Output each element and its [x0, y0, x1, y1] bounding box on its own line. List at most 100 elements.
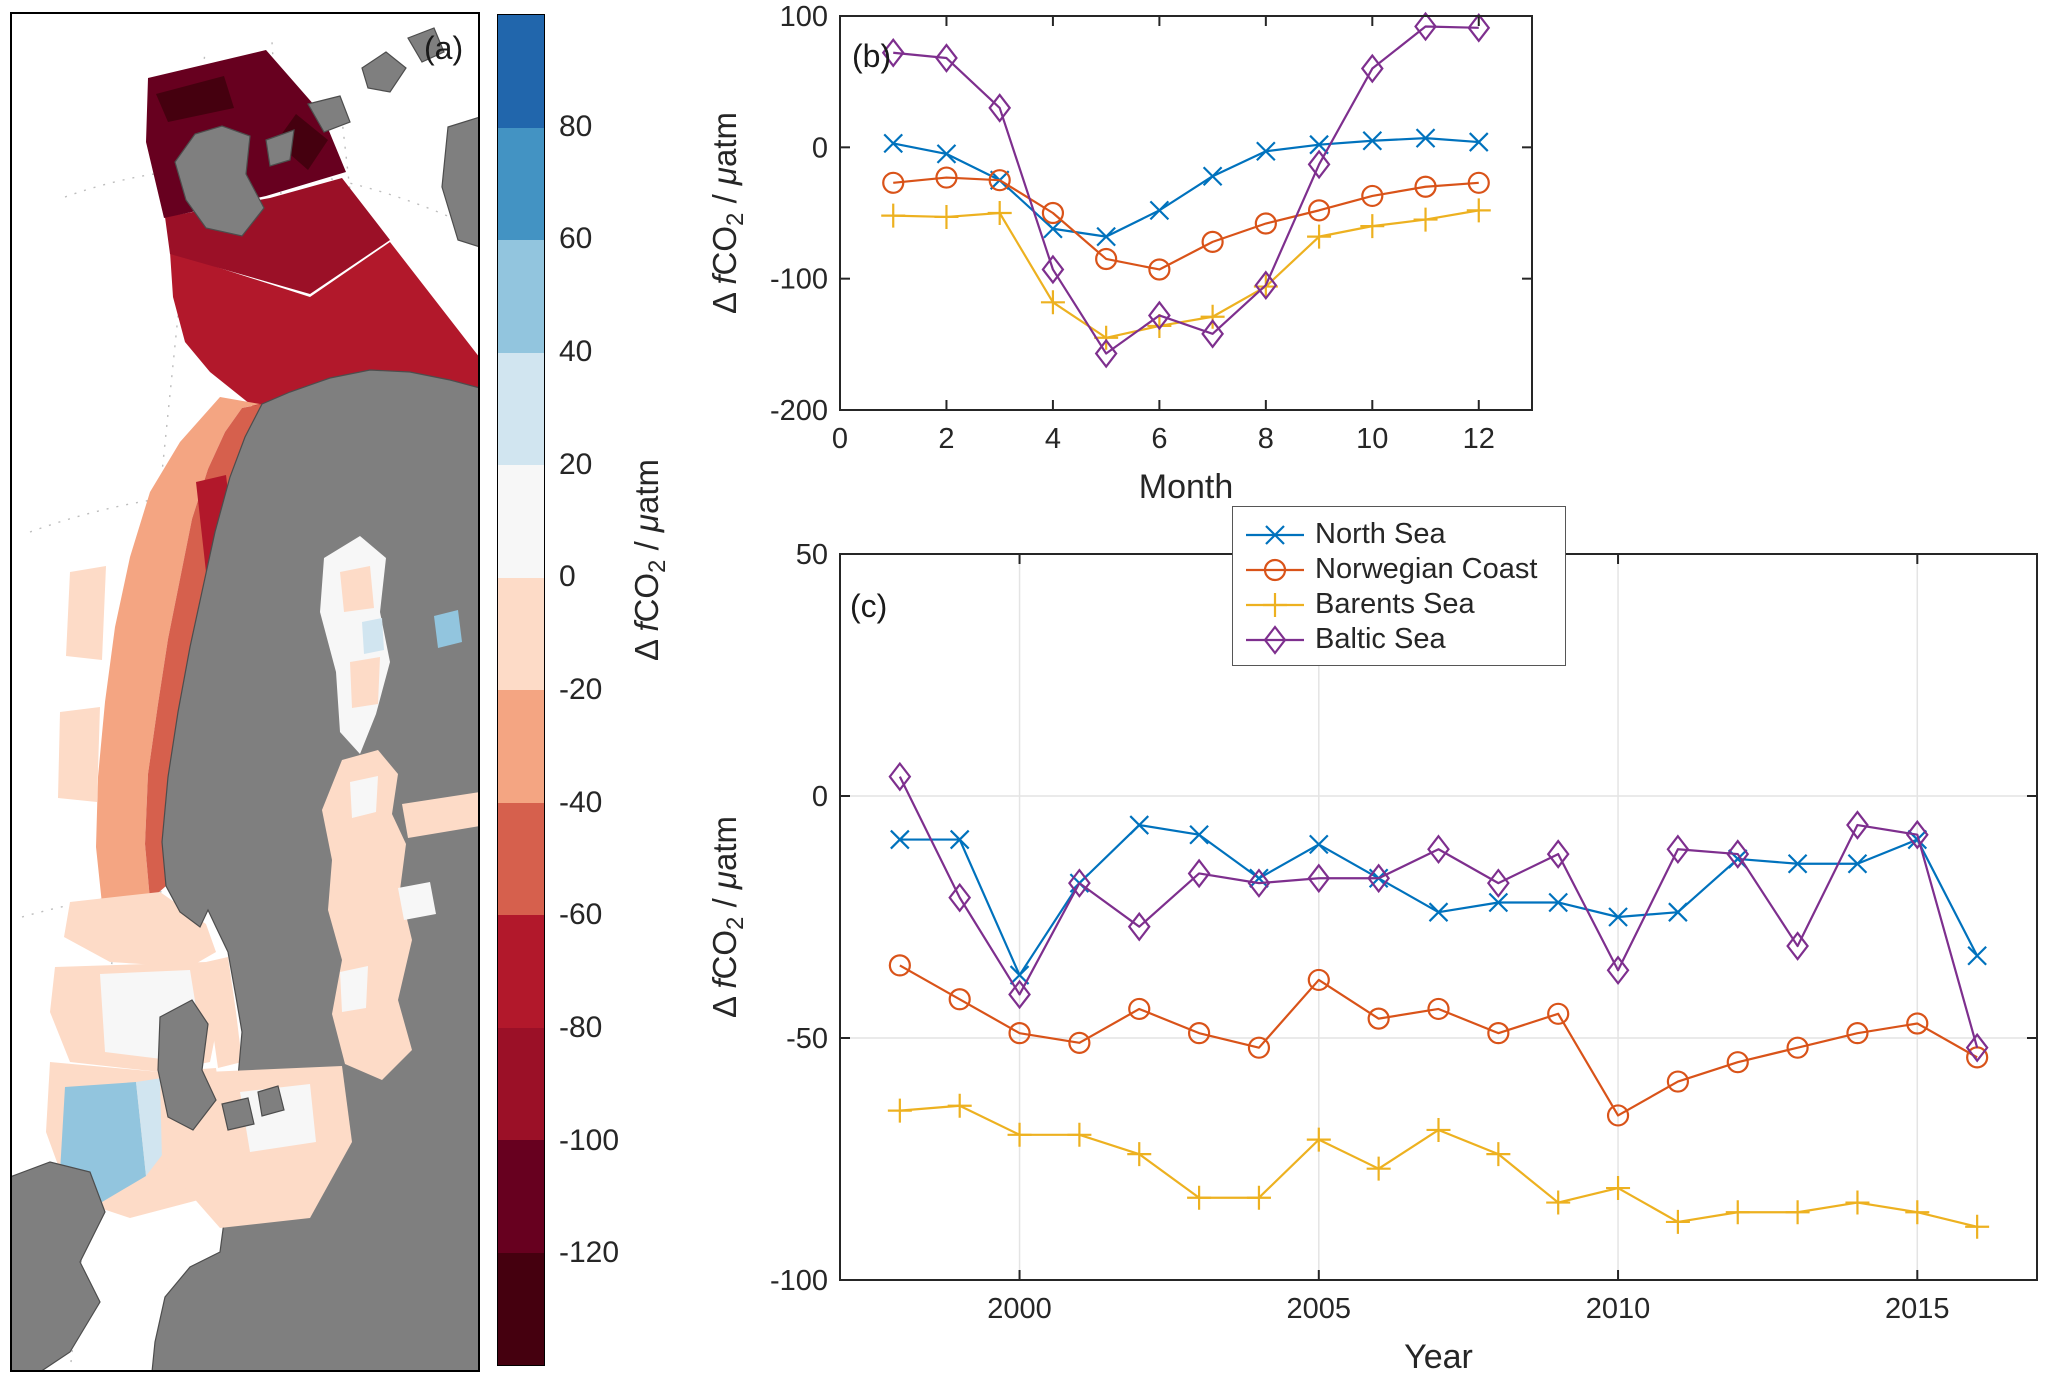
diamond-marker-icon [1905, 819, 1929, 850]
colorbar-tick-label: -80 [559, 1011, 603, 1044]
colorbar-tick-label: 40 [559, 335, 593, 368]
x-marker-icon [1189, 824, 1209, 845]
circle-marker-icon [1367, 1007, 1390, 1030]
svalbard-data-darkest [156, 76, 234, 122]
colorbar-tick-label: 20 [559, 447, 593, 481]
circle-marker-icon [1008, 1022, 1031, 1045]
plus-marker-icon [1307, 224, 1332, 249]
plus-marker-icon [1040, 290, 1065, 315]
legend-label: Norwegian Coast [1315, 553, 1538, 585]
plus-marker-icon [934, 204, 959, 229]
plus-marker-icon [1007, 1122, 1032, 1147]
chart-b-y-axis-label: Δ fCO2 / μatm [706, 112, 750, 314]
circle-marker-icon [1068, 1031, 1091, 1054]
x-tick-label: 6 [1151, 423, 1167, 455]
bothnia-data-blue-cell [362, 618, 384, 654]
mu-symbol: μ [628, 513, 665, 533]
series-markers-barents-sea [881, 198, 1491, 350]
east-arctic-land [441, 116, 480, 248]
panel-b-label: (b) [852, 38, 892, 74]
diamond-marker-icon [1427, 834, 1450, 865]
scandinavia-land [151, 369, 480, 1372]
britain-land [10, 1161, 106, 1372]
x-marker-icon [1309, 134, 1329, 155]
y-tick-label: 0 [812, 132, 828, 164]
diamond-marker-icon [1307, 149, 1331, 180]
legend-box: North Sea Norwegian Coast Barents Sea Balti… [1232, 506, 1566, 666]
diamond-marker-icon [988, 93, 1012, 123]
circle-marker-icon [1254, 212, 1277, 235]
plus-marker-icon [1094, 325, 1119, 350]
diamond-marker-icon [1147, 300, 1171, 331]
y-tick-label: -100 [770, 264, 828, 296]
circle-marker-icon [1307, 199, 1331, 222]
circle-marker-icon [1846, 1022, 1869, 1045]
circle-marker-icon [935, 166, 958, 189]
legend-sample-x [1246, 524, 1304, 545]
map-panel-svg [10, 12, 480, 1372]
y-tick-label: 0 [812, 781, 828, 813]
norwegian-sea-data-light [96, 397, 260, 904]
series-markers-north-sea [890, 815, 1987, 985]
diamond-marker-icon [1546, 839, 1570, 869]
legend-item-baltic-sea: Baltic Sea [1243, 622, 1557, 657]
circle-marker-icon [1307, 968, 1330, 992]
series-line-north-sea [899, 823, 1979, 977]
circle-marker-icon [1095, 247, 1118, 271]
co-text: CO [628, 572, 665, 623]
plus-marker-icon [1845, 1190, 1870, 1215]
kattegat-data-pale [206, 957, 242, 1068]
diamond-marker-icon [1068, 868, 1091, 898]
lake-data-blue-cell [434, 610, 462, 648]
separator: / [706, 889, 743, 917]
fugacity-symbol: f [706, 275, 743, 285]
x-tick-label: 2 [938, 423, 954, 455]
x-marker-icon [1787, 853, 1808, 874]
x-axis-label: Month [1139, 468, 1234, 506]
x-tick-label: 4 [1045, 423, 1061, 455]
colorbar-tick-label: 60 [559, 222, 593, 256]
x-tick-label: 12 [1463, 423, 1495, 455]
colorbar-segment [498, 802, 544, 915]
circle-marker-icon [1201, 230, 1224, 253]
fugacity-symbol: f [706, 979, 743, 989]
plus-marker-icon [881, 203, 906, 228]
offshore-data-pale [58, 707, 100, 802]
subscript-2: 2 [722, 916, 749, 930]
x-marker-icon [1468, 132, 1489, 152]
legend-sample-o [1246, 558, 1304, 581]
x-marker-icon [1362, 130, 1383, 151]
x-marker-icon [890, 829, 910, 850]
circle-marker-icon [1414, 175, 1437, 198]
colorbar-tick-label: -120 [559, 1236, 620, 1270]
x-marker-icon [1249, 868, 1269, 889]
diamond-marker-icon [1666, 834, 1690, 865]
colorbar-segment [498, 1027, 544, 1140]
circle-marker-icon [1148, 258, 1171, 281]
colorbar-segment [498, 127, 544, 240]
subscript-2: 2 [722, 212, 749, 226]
colorbar-axis-label: Δ fCO2 / μatm [628, 459, 672, 661]
x-marker-icon [1428, 902, 1449, 922]
y-tick-label: -100 [770, 1265, 828, 1297]
y-tick-label: -50 [786, 1023, 828, 1055]
plus-marker-icon [1665, 1209, 1690, 1234]
x-marker-icon [1096, 226, 1116, 247]
colorbar-tick-label: -60 [559, 898, 603, 932]
diamond-marker-icon [1008, 979, 1031, 1010]
unit-text: atm [706, 815, 743, 871]
danish-island [257, 1085, 285, 1117]
diamond-marker-icon [1846, 810, 1869, 840]
x-marker-icon [883, 133, 904, 154]
plus-marker-icon [1785, 1200, 1810, 1225]
legend-item-norwegian-coast: Norwegian Coast [1243, 552, 1557, 587]
diamond-marker-icon [1127, 911, 1151, 942]
barents-data-red [170, 242, 480, 412]
danish-island [221, 1097, 255, 1131]
colorbar-segment [498, 465, 544, 578]
legend-item-north-sea: North Sea [1243, 517, 1557, 552]
diamond-marker-icon [1606, 955, 1630, 986]
legend-item-barents-sea: Barents Sea [1243, 587, 1557, 622]
chart-c-y-axis-label: Δ fCO2 / μatm [706, 816, 750, 1018]
delta-symbol: Δ [628, 631, 665, 662]
